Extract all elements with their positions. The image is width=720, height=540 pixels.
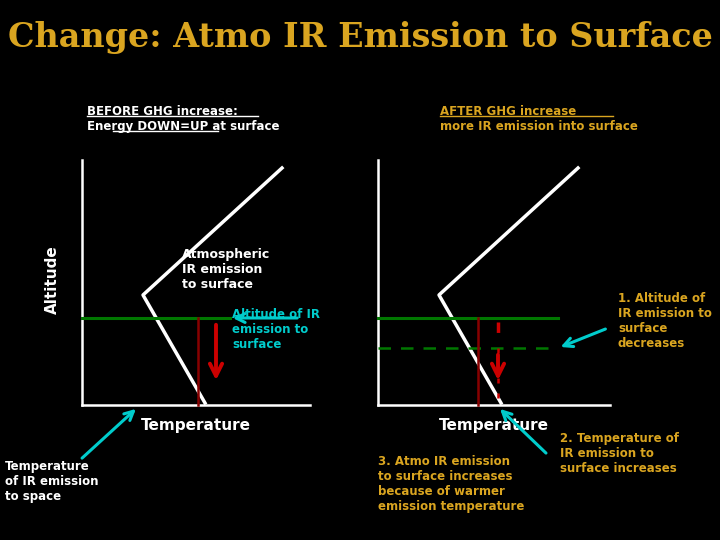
Text: Change: Atmo IR Emission to Surface: Change: Atmo IR Emission to Surface xyxy=(8,22,712,55)
Text: Temperature: Temperature xyxy=(439,418,549,433)
Text: AFTER GHG increase: AFTER GHG increase xyxy=(440,105,576,118)
Text: more IR emission into surface: more IR emission into surface xyxy=(440,120,638,133)
Text: BEFORE GHG increase:: BEFORE GHG increase: xyxy=(87,105,238,118)
Text: 3. Atmo IR emission
to surface increases
because of warmer
emission temperature: 3. Atmo IR emission to surface increases… xyxy=(378,455,524,513)
Text: Energy DOWN=UP at surface: Energy DOWN=UP at surface xyxy=(87,120,279,133)
Text: 1. Altitude of
IR emission to
surface
decreases: 1. Altitude of IR emission to surface de… xyxy=(618,292,712,350)
Text: Temperature
of IR emission
to space: Temperature of IR emission to space xyxy=(5,460,99,503)
Text: Altitude of IR
emission to
surface: Altitude of IR emission to surface xyxy=(232,308,320,351)
Text: 2. Temperature of
IR emission to
surface increases: 2. Temperature of IR emission to surface… xyxy=(560,432,679,475)
Text: Altitude: Altitude xyxy=(45,246,60,314)
Text: Atmospheric
IR emission
to surface: Atmospheric IR emission to surface xyxy=(182,248,270,291)
Text: Temperature: Temperature xyxy=(141,418,251,433)
